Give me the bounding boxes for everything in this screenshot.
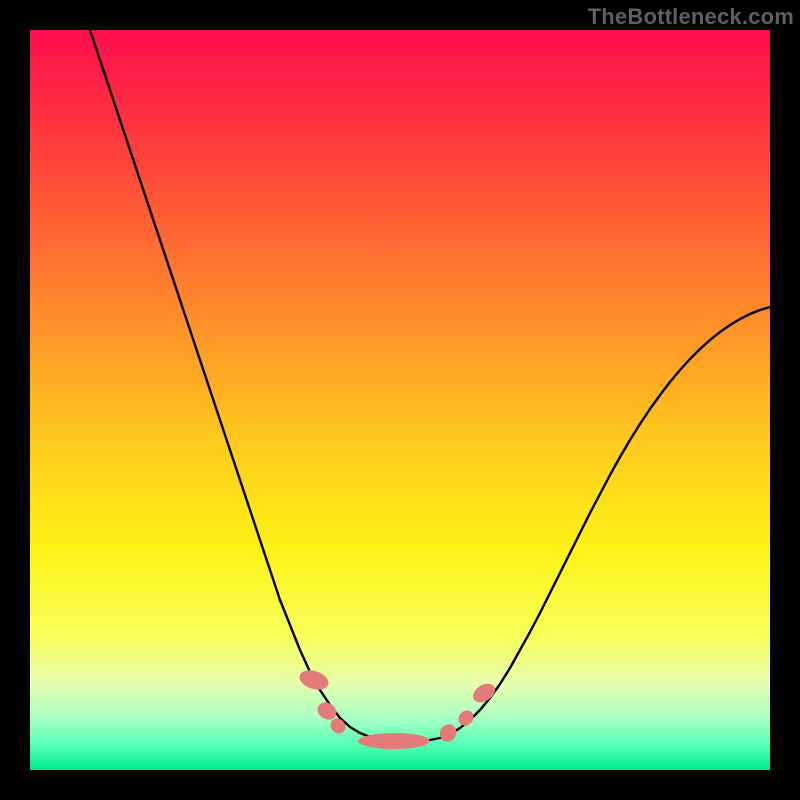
curve-marker [455, 707, 476, 728]
watermark-text: TheBottleneck.com [588, 4, 794, 30]
curve-marker [297, 667, 331, 693]
bottleneck-curve [30, 30, 770, 770]
curve-marker [358, 733, 430, 749]
curve-markers [297, 667, 498, 749]
plot-area [30, 30, 770, 770]
curve-marker [470, 680, 499, 706]
curve-marker [437, 721, 460, 745]
chart-frame: TheBottleneck.com [0, 0, 800, 800]
